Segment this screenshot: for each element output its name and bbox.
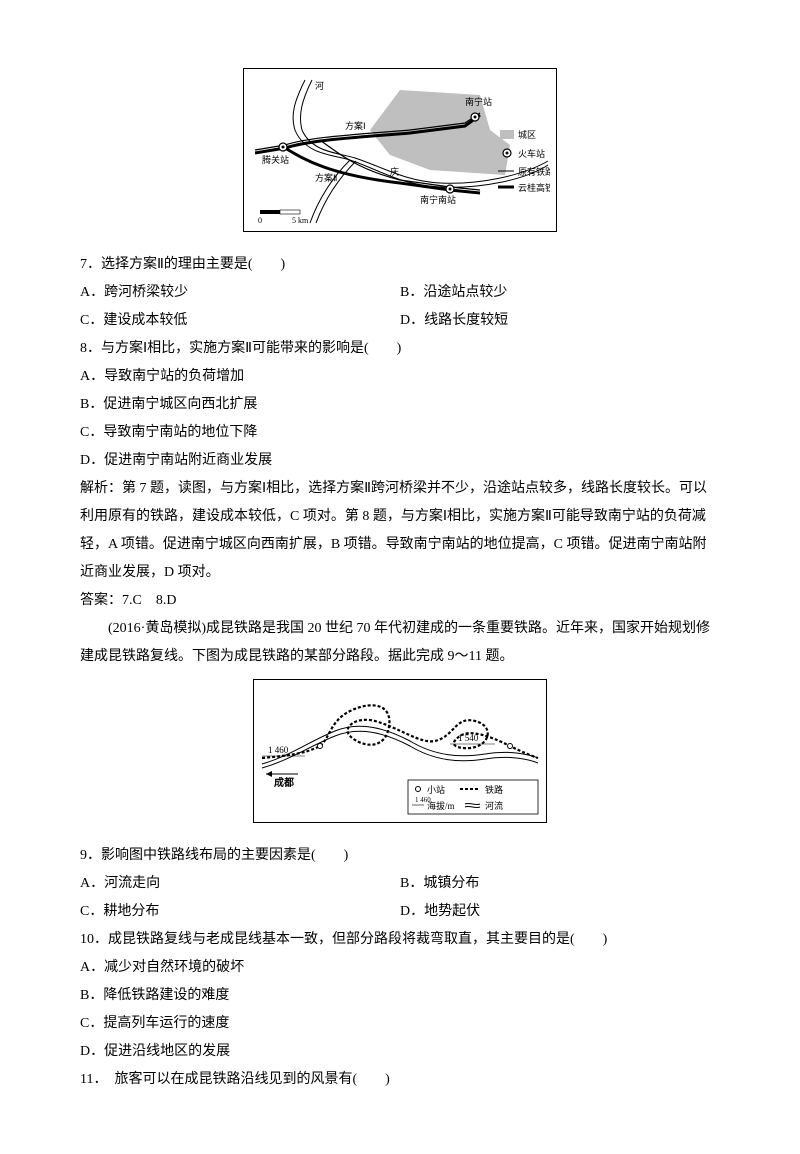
q8-opt-d: D．促进南宁南站附近商业发展	[80, 447, 720, 475]
scale-zero: 0	[258, 216, 262, 225]
q10-stem: 10．成昆铁路复线与老成昆线基本一致，但部分路段将裁弯取直，其主要目的是( )	[80, 926, 720, 954]
figure-2: 1 460 1 540 成都 小站 铁路 1 460 海拔/m 河流	[80, 679, 720, 834]
q10-opt-a: A．减少对自然环境的破坏	[80, 954, 720, 982]
answer-7-8: 答案：7.C 8.D	[80, 587, 720, 615]
legend-yungui: 云桂高铁	[518, 182, 550, 193]
figure-1: 河 腾关站 方案Ⅰ 方案Ⅱ 南宁站 南宁南站 庆 0 5 km 城区 火车站 原…	[80, 68, 720, 243]
legend-urban-swatch	[500, 130, 514, 139]
q8-opt-c: C．导致南宁南站的地位下降	[80, 419, 720, 447]
q8-opt-b: B．促进南宁城区向西北扩展	[80, 391, 720, 419]
legend-river: 河流	[485, 800, 503, 811]
legend-elev: 海拔/m	[427, 800, 455, 811]
plan2-label: 方案Ⅱ	[315, 172, 337, 183]
middle-label: 庆	[390, 166, 399, 177]
q11-stem: 11． 旅客可以在成昆铁路沿线见到的风景有( )	[80, 1066, 720, 1094]
legend-existing: 原有铁路	[518, 166, 550, 177]
figure-1-box: 河 腾关站 方案Ⅰ 方案Ⅱ 南宁站 南宁南站 庆 0 5 km 城区 火车站 原…	[243, 68, 557, 232]
legend-railway: 铁路	[485, 784, 503, 795]
q10-opt-d: D．促进沿线地区的发展	[80, 1038, 720, 1066]
q9-opt-c: C．耕地分布	[80, 898, 400, 926]
q7-opt-d: D．线路长度较短	[400, 307, 720, 335]
q7-opt-a: A．跨河桥梁较少	[80, 279, 400, 307]
q7-opt-c: C．建设成本较低	[80, 307, 400, 335]
elev-left: 1 460	[268, 745, 289, 755]
q8-opt-a: A．导致南宁站的负荷增加	[80, 363, 720, 391]
small-station-1	[318, 744, 323, 749]
plan1-label: 方案Ⅰ	[345, 120, 366, 131]
q10-opt-c: C．提高列车运行的速度	[80, 1010, 720, 1038]
q7-stem: 7．选择方案Ⅱ的理由主要是( )	[80, 251, 720, 279]
figure-2-svg: 1 460 1 540 成都 小站 铁路 1 460 海拔/m 河流	[260, 686, 540, 816]
nanning-label: 南宁站	[465, 96, 492, 107]
q9-opt-a: A．河流走向	[80, 870, 400, 898]
scale-label: 5 km	[292, 216, 309, 225]
q7-opt-b: B．沿途站点较少	[400, 279, 720, 307]
q9-opt-d: D．地势起伏	[400, 898, 720, 926]
river-label: 河	[315, 80, 324, 91]
legend-station: 火车站	[518, 148, 545, 159]
q9-stem: 9．影响图中铁路线布局的主要因素是( )	[80, 842, 720, 870]
analysis-7-8: 解析：第 7 题，读图，与方案Ⅰ相比，选择方案Ⅱ跨河桥梁并不少，沿途站点较多，线…	[80, 475, 720, 587]
figure-2-box: 1 460 1 540 成都 小站 铁路 1 460 海拔/m 河流	[253, 679, 547, 823]
legend-station-2: 小站	[427, 784, 445, 795]
small-station-2	[508, 744, 513, 749]
station-left-label: 腾关站	[262, 154, 289, 165]
q9-opt-b: B．城镇分布	[400, 870, 720, 898]
q10-opt-b: B．降低铁路建设的难度	[80, 982, 720, 1010]
legend-urban: 城区	[518, 130, 536, 140]
chengdu-label: 成都	[274, 776, 294, 789]
nanning-south-label: 南宁南站	[420, 194, 456, 205]
passage-9-11: (2016·黄岛模拟)成昆铁路是我国 20 世纪 70 年代初建成的一条重要铁路…	[80, 615, 720, 671]
figure-1-svg: 河 腾关站 方案Ⅰ 方案Ⅱ 南宁站 南宁南站 庆 0 5 km 城区 火车站 原…	[250, 75, 550, 225]
scale-bar	[260, 210, 280, 214]
q8-stem: 8．与方案Ⅰ相比，实施方案Ⅱ可能带来的影响是( )	[80, 335, 720, 363]
elev-right: 1 540	[458, 733, 479, 743]
